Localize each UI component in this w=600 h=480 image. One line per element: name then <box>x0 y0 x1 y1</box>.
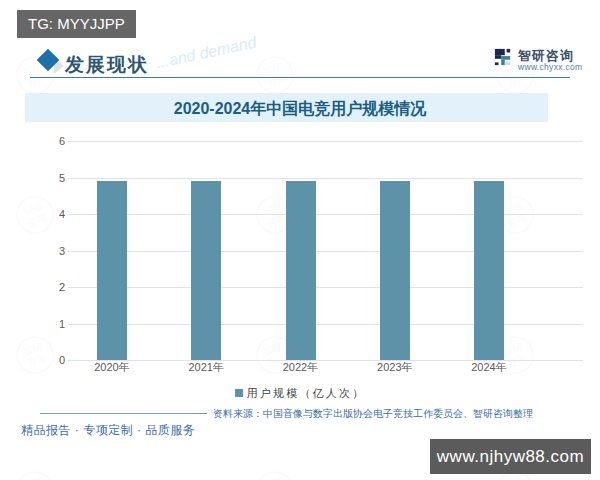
svg-text:智研: 智研 <box>262 475 284 480</box>
svg-text:智研: 智研 <box>22 475 44 480</box>
svg-text:智研: 智研 <box>502 475 524 480</box>
